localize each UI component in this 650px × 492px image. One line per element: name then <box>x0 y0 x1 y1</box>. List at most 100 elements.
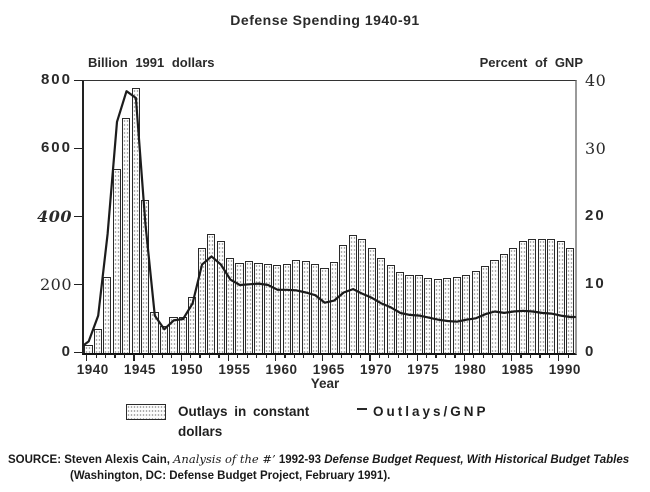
x-axis-tick <box>341 354 343 358</box>
outlays-bar-1984 <box>499 253 508 353</box>
right-axis-tick-label: 20 <box>585 207 606 224</box>
x-axis-tick <box>407 354 409 358</box>
gnp-line-path <box>82 90 577 346</box>
chart-title: Defense Spending 1940-91 <box>230 12 420 28</box>
outlays-bar-1959 <box>263 263 272 353</box>
x-axis-tick-label: 1970 <box>359 362 392 377</box>
outlays-bar-1951 <box>188 296 197 353</box>
source-label: SOURCE: <box>8 454 62 466</box>
x-axis-tick-label: 1985 <box>501 362 534 377</box>
x-axis-tick <box>369 354 371 361</box>
x-axis-tick <box>482 354 484 358</box>
right-axis-unit-label: Percent of GNP <box>479 55 583 70</box>
x-axis-tick <box>529 354 532 358</box>
outlays-bar-1983 <box>490 259 499 353</box>
x-axis-tick <box>548 354 550 358</box>
x-axis-tick-label: 1960 <box>265 362 298 377</box>
outlays-bar-1966 <box>329 261 339 353</box>
x-axis-tick <box>378 354 381 358</box>
x-axis-tick-label: 1945 <box>123 362 156 377</box>
source-author: Steven Alexis Cain, <box>64 454 170 466</box>
outlays-bar-1990 <box>556 240 565 353</box>
x-axis-tick <box>444 354 447 358</box>
x-axis-tick-label: 1975 <box>407 362 440 377</box>
outlays-bar-1961 <box>282 263 291 353</box>
outlays-bar-1944 <box>122 118 131 353</box>
outlays-bar-1955 <box>226 257 235 353</box>
outlays-bar-1965 <box>320 268 329 353</box>
x-axis-tick <box>435 354 437 358</box>
outlays-bar-1967 <box>339 244 348 353</box>
x-axis-tick <box>105 354 107 358</box>
x-axis-tick <box>359 354 362 358</box>
outlays-bar-1946 <box>141 200 150 353</box>
x-axis-tick <box>256 354 258 358</box>
outlays-bar-1982 <box>480 266 490 353</box>
x-axis-tick <box>501 354 503 358</box>
x-axis-tick <box>227 354 229 361</box>
outlays-bar-1958 <box>254 262 263 353</box>
x-axis-tick <box>426 354 428 358</box>
left-axis-tick <box>74 79 82 81</box>
x-axis-tick <box>558 354 560 361</box>
outlays-bar-1968 <box>348 234 357 353</box>
outlays-bar-1985 <box>509 247 518 353</box>
left-axis-tick-label: 600 <box>40 139 72 156</box>
x-axis-tick-label: 1990 <box>548 362 581 377</box>
x-axis-tick <box>218 354 220 358</box>
outlays-bar-1991 <box>565 247 575 353</box>
x-axis-tick <box>303 354 305 358</box>
x-axis-tick <box>133 354 135 361</box>
x-axis-tick <box>454 354 456 358</box>
x-axis-tick <box>284 354 286 358</box>
x-axis-tick <box>171 354 173 358</box>
outlays-bar-1981 <box>471 271 480 353</box>
source-years: 1992-93 <box>278 454 322 466</box>
left-axis-tick-label: 800 <box>40 71 72 88</box>
outlays-bar-1964 <box>311 263 320 353</box>
x-axis-tick <box>416 354 418 361</box>
x-axis-tick <box>350 354 352 358</box>
x-axis-tick <box>208 354 211 358</box>
x-axis-tick <box>180 354 182 361</box>
line-legend-marker <box>357 408 367 410</box>
bar-legend-label-line2: dollars <box>178 424 223 439</box>
right-axis-tick-label: 0 <box>585 343 596 360</box>
outlays-bar-1948 <box>159 325 169 353</box>
x-axis-tick <box>142 354 144 358</box>
outlays-bar-1943 <box>112 169 121 353</box>
outlays-bar-1941 <box>93 329 102 353</box>
x-axis-tick <box>567 354 569 358</box>
bar-legend-label-line1: Outlays in constant <box>178 404 310 419</box>
x-axis-tick <box>86 354 88 361</box>
line-legend-label: Outlays/GNP <box>373 404 489 419</box>
x-axis-tick <box>388 354 390 358</box>
x-axis-tick <box>161 354 163 358</box>
outlays-bar-1960 <box>273 265 282 353</box>
x-axis-tick <box>331 354 333 358</box>
outlays-bar-1940 <box>84 344 93 353</box>
outlays-bar-1963 <box>301 261 310 353</box>
x-axis-tick-label: 1940 <box>76 362 109 377</box>
x-axis-tick <box>312 354 314 358</box>
bar-legend-swatch <box>126 404 166 420</box>
x-axis-tick <box>473 354 475 358</box>
x-axis-tick <box>114 354 116 358</box>
outlays-bar-1980 <box>462 274 471 353</box>
outlays-bar-1988 <box>537 239 546 353</box>
x-axis-tick <box>539 354 541 358</box>
plot-area <box>82 80 577 355</box>
x-axis-tick-label: 1955 <box>218 362 251 377</box>
left-axis-tick <box>74 351 82 353</box>
x-axis-tick <box>397 354 399 358</box>
outlays-bar-1976 <box>424 278 433 353</box>
right-axis-tick-label: 30 <box>585 139 607 158</box>
outlays-bar-1952 <box>197 247 206 353</box>
right-axis-tick-label: 40 <box>585 71 607 90</box>
x-axis-tick <box>152 354 154 358</box>
x-axis-tick <box>322 354 324 361</box>
x-axis-tick-label: 1965 <box>312 362 345 377</box>
outlays-bar-1987 <box>528 239 537 353</box>
source-subtitle: Defense Budget Request, With Historical … <box>324 454 630 466</box>
x-axis-tick <box>520 354 522 358</box>
